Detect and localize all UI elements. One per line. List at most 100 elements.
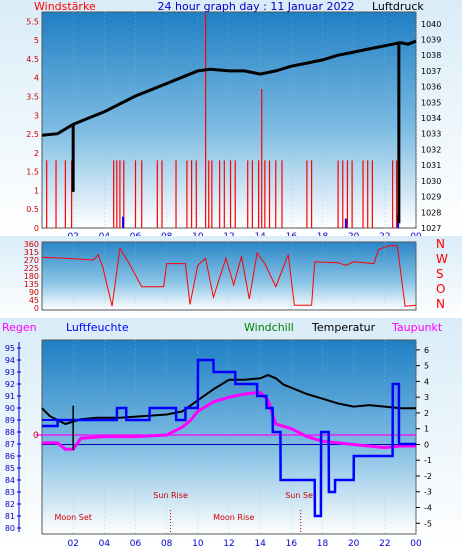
wind-tick: 4 [34, 74, 39, 83]
wind-direction-line [41, 245, 417, 307]
temperature-tick: -5 [424, 519, 432, 528]
temperature-tick: -2 [424, 472, 432, 481]
direction-tick: 225 [24, 264, 39, 273]
direction-tick: 0 [34, 304, 39, 313]
p3-hour-tick: 20 [348, 539, 360, 549]
pressure-line [41, 39, 417, 137]
temperature-tick: 5 [424, 362, 429, 371]
p3-hour-tick: 18 [317, 539, 329, 549]
pressure-tick: 1029 [421, 193, 441, 202]
compass-label: S [436, 267, 444, 281]
wind-tick: 4.5 [26, 55, 39, 64]
wind-tick: 1 [34, 186, 39, 195]
p3-hour-tick: 10 [192, 539, 204, 549]
p3-hour-tick: 22 [379, 539, 390, 549]
p3-hour-tick: 08 [161, 539, 173, 549]
panel2-grid [72, 242, 417, 310]
temperature-line [41, 374, 416, 426]
astro-events: Moon Set Sun Rise Moon Rise Sun Set [54, 491, 316, 534]
humidity-tick: 83 [5, 488, 15, 497]
humidity-tick: 92 [5, 380, 15, 389]
pressure-tick: 1032 [421, 145, 441, 154]
wind-tick: 2.5 [26, 130, 39, 139]
pressure-tick: 1027 [421, 224, 441, 233]
humidity-axis-label: Luftfeuchte [66, 321, 129, 334]
direction-tick: 360 [24, 240, 39, 249]
p3-hour-tick: 00 [410, 539, 422, 549]
p3-hour-tick: 14 [254, 539, 266, 549]
temperature-tick: -3 [424, 488, 432, 497]
humidity-tick: 93 [5, 368, 15, 377]
temperature-tick: 6 [424, 346, 429, 355]
pressure-tick: 1028 [421, 208, 441, 217]
wind-tick: 5 [34, 36, 39, 45]
pressure-tick: 1033 [421, 130, 441, 139]
direction-tick: 180 [24, 272, 39, 281]
p3-hour-tick: 06 [130, 539, 142, 549]
humidity-tick: 91 [5, 392, 15, 401]
dewpoint-line [42, 390, 416, 451]
astro-event-label: Moon Rise [213, 513, 254, 522]
p3-hour-tick: 12 [223, 539, 234, 549]
compass-label: W [436, 252, 448, 266]
direction-tick: 270 [24, 256, 39, 265]
humidity-tick: 88 [5, 428, 15, 437]
wind-tick: 5.5 [26, 17, 39, 26]
direction-tick: 45 [29, 296, 39, 305]
humidity-tick: 89 [5, 416, 15, 425]
pressure-tick: 1037 [421, 67, 441, 76]
p3-hour-tick: 16 [286, 539, 298, 549]
pressure-tick: 1034 [421, 114, 441, 123]
wind-tick: 3.5 [26, 93, 39, 102]
panel3-hour-labels: 02 04 06 08 10 12 14 16 18 20 22 00 [67, 539, 422, 549]
direction-tick: 315 [24, 248, 39, 257]
direction-tick: 135 [24, 280, 39, 289]
pressure-tick: 1035 [421, 98, 441, 107]
humidity-tick-labels: 80 81 82 83 84 85 86 87 88 89 90 91 92 93 94 95 [5, 342, 21, 533]
pressure-dips [71, 42, 401, 224]
humidity-line [42, 358, 416, 518]
pressure-tick: 1040 [421, 20, 441, 29]
pressure-tick: 1030 [421, 177, 441, 186]
p3-hour-tick: 02 [67, 539, 78, 549]
pressure-tick-labels: 1027 1028 1029 1030 1031 1032 1033 1034 1035 1036… [421, 20, 441, 233]
wind-tick-labels: 0 0.5 1 1.5 2 2.5 3 3.5 4 4.5 5 5.5 [26, 17, 39, 233]
wind-tick: 1.5 [26, 168, 39, 177]
rain-axis-label: Regen [2, 321, 37, 334]
wind-tick: 2 [34, 149, 39, 158]
humidity-tick: 82 [5, 500, 15, 509]
temperature-tick: 2 [424, 409, 429, 418]
temperature-tick: 4 [424, 377, 429, 386]
wind-pressure-panel: 0 0.5 1 1.5 2 2.5 3 3.5 4 4.5 5 5.5 1027 1028 1029 103… [0, 0, 462, 242]
humidity-tick: 81 [5, 512, 15, 521]
temperature-tick: -4 [424, 504, 432, 513]
temperature-tick: 1 [424, 425, 429, 434]
compass-label: N [436, 297, 445, 311]
temperature-tick: -1 [424, 456, 432, 465]
wind-axis-label: Windstärke [34, 0, 96, 13]
humidity-tick: 80 [5, 524, 15, 533]
temperature-tick: 3 [424, 393, 429, 402]
humidity-tick: 86 [5, 452, 15, 461]
pressure-tick: 1031 [421, 161, 441, 170]
humidity-tick: 90 [5, 404, 15, 413]
wind-gust-bars [46, 13, 398, 228]
wind-tick: 0.5 [26, 205, 39, 214]
compass-label: O [436, 282, 445, 296]
humidity-tick: 94 [5, 356, 15, 365]
humidity-tick: 85 [5, 464, 15, 473]
temperature-legend: Temperatur [311, 321, 376, 334]
astro-event-label: Sun Rise [153, 491, 188, 500]
humidity-tick: 95 [5, 344, 15, 353]
temperature-tick-labels: -5 -4 -3 -2 -1 0 1 2 3 4 5 6 [416, 346, 432, 528]
pressure-tick: 1039 [421, 35, 441, 44]
windchill-legend: Windchill [244, 321, 294, 334]
panel2-plot-area [41, 241, 417, 311]
wind-tick: 0 [34, 224, 39, 233]
rain-zero-tick: 0 [33, 431, 39, 441]
humidity-tick: 84 [5, 476, 15, 485]
